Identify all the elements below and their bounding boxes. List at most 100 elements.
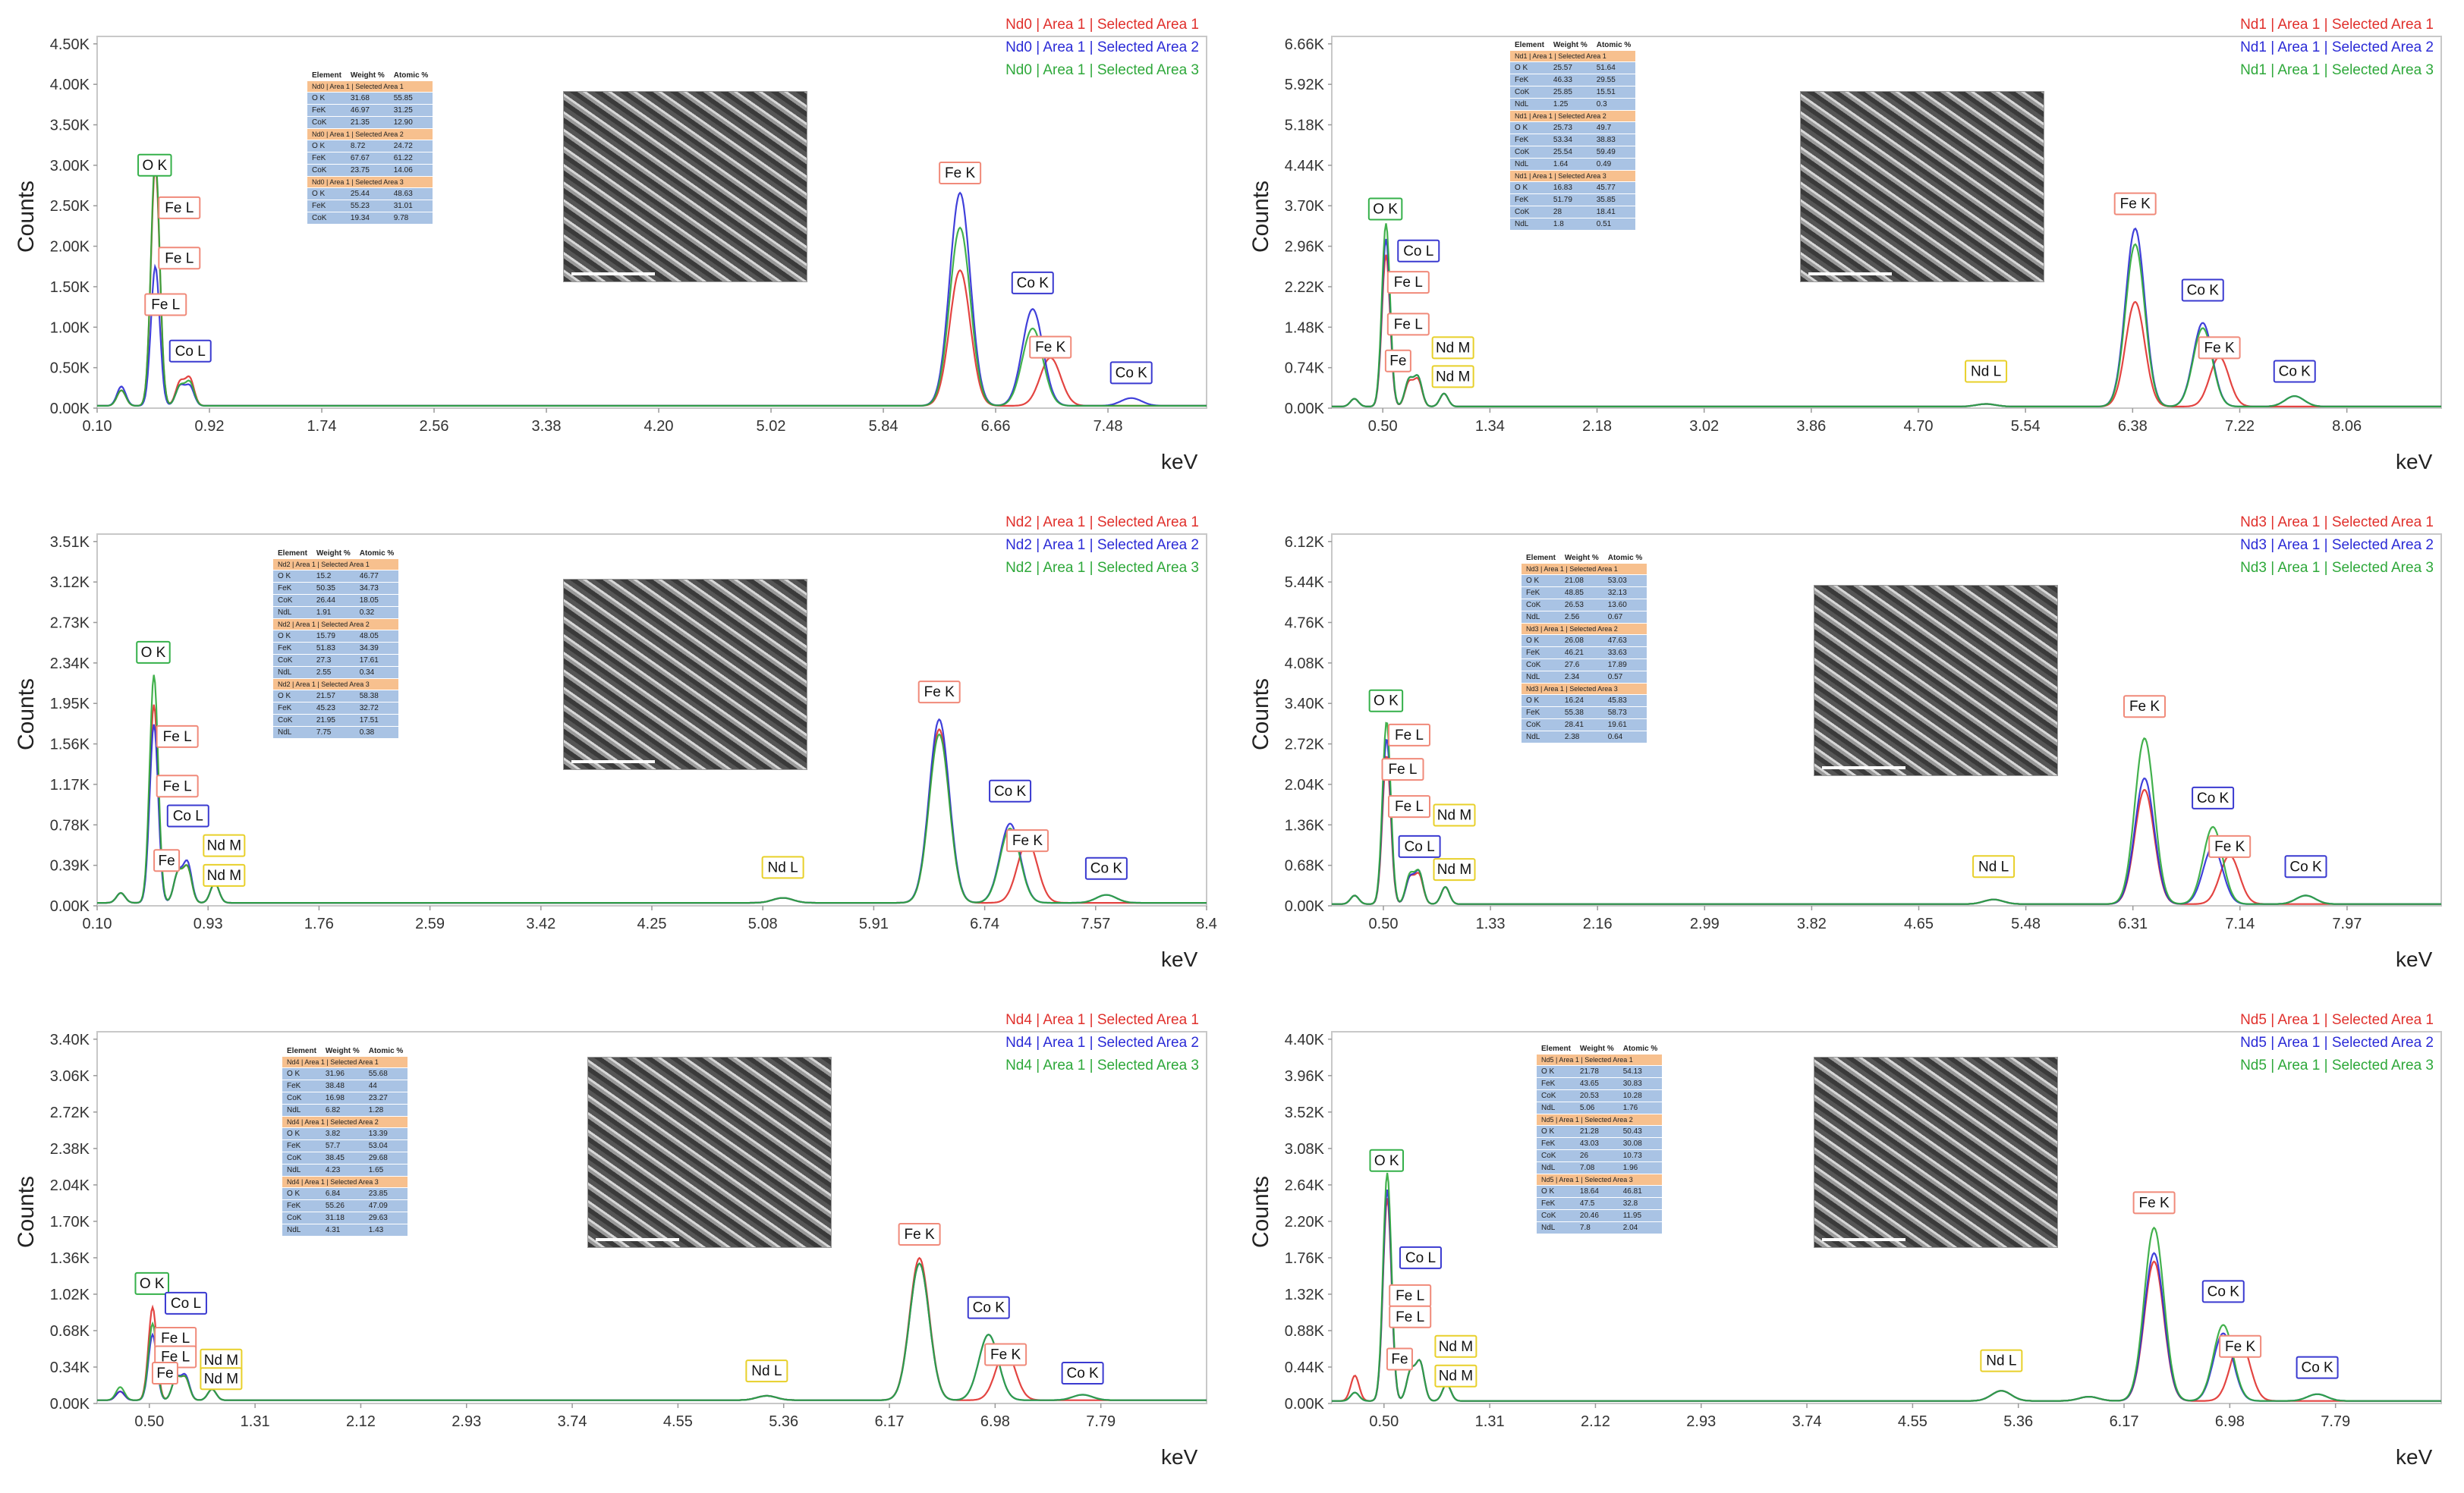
x-tick-label: 7.14 xyxy=(2225,916,2255,932)
svg-text:Fe L: Fe L xyxy=(161,1349,190,1365)
table-cell: 29.55 xyxy=(1591,74,1636,86)
table-cell: 33.63 xyxy=(1603,646,1647,659)
x-tick-label: 4.55 xyxy=(1898,1413,1927,1430)
table-cell: 26.53 xyxy=(1559,599,1603,611)
table-cell: 46.33 xyxy=(1548,74,1592,86)
y-tick-label: 0.00K xyxy=(1285,1396,1325,1413)
x-tick-label: 3.74 xyxy=(1792,1413,1822,1430)
table-cell: 19.61 xyxy=(1603,718,1647,731)
peak-label: Nd M xyxy=(1431,336,1474,360)
x-tick-label: 3.74 xyxy=(558,1413,587,1430)
x-axis-label: keV xyxy=(2396,948,2433,971)
series-line-area-3 xyxy=(97,158,1207,407)
table-cell: 21.95 xyxy=(311,714,355,727)
y-tick-label: 5.92K xyxy=(1285,77,1325,93)
y-tick-label: 4.08K xyxy=(1285,655,1325,672)
table-cell: 5.06 xyxy=(1575,1102,1619,1114)
x-tick-label: 1.74 xyxy=(307,418,337,435)
y-tick-label: 5.44K xyxy=(1285,574,1325,591)
table-cell: FeK xyxy=(273,702,312,715)
table-cell: FeK xyxy=(1522,646,1560,659)
svg-text:O K: O K xyxy=(142,158,167,174)
table-cell: NdL xyxy=(282,1224,321,1237)
table-cell: NdL xyxy=(1522,731,1560,743)
x-tick-label: 2.12 xyxy=(1581,1413,1610,1430)
table-cell: 0.32 xyxy=(354,606,399,619)
table-cell: 25.54 xyxy=(1548,146,1592,159)
legend-entry-1: Nd0 | Area 1 | Selected Area 1 xyxy=(1005,17,1199,33)
y-axis-label: Counts xyxy=(1248,1176,1273,1248)
x-tick-label: 7.97 xyxy=(2332,916,2362,932)
y-tick-label: 3.96K xyxy=(1285,1068,1325,1085)
x-tick-label: 2.93 xyxy=(1686,1413,1716,1430)
table-section-title: Nd0 | Area 1 | Selected Area 2 xyxy=(307,128,433,140)
legend-entry-1: Nd1 | Area 1 | Selected Area 1 xyxy=(2240,17,2434,33)
table-cell: CoK xyxy=(1537,1149,1575,1162)
table-cell: 46.97 xyxy=(345,104,389,117)
table-cell: CoK xyxy=(307,164,346,177)
x-tick-label: 6.17 xyxy=(2110,1413,2139,1430)
table-cell: 58.38 xyxy=(354,690,399,702)
svg-text:Co K: Co K xyxy=(2197,791,2230,806)
svg-text:Co K: Co K xyxy=(1116,365,1148,381)
peak-label: Co L xyxy=(166,804,209,828)
table-row: FeK 51.83 34.39 xyxy=(273,642,399,655)
y-tick-label: 2.34K xyxy=(50,655,90,672)
table-cell: FeK xyxy=(282,1139,321,1152)
peak-label: Co K xyxy=(1109,361,1153,385)
y-tick-label: 4.44K xyxy=(1285,158,1325,174)
x-axis-label: keV xyxy=(2396,1445,2433,1469)
legend-entry-2: Nd5 | Area 1 | Selected Area 2 xyxy=(2240,1035,2434,1051)
peak-label: Fe L xyxy=(144,293,187,316)
table-cell: 1.8 xyxy=(1548,218,1592,231)
y-tick-label: 0.34K xyxy=(50,1359,90,1376)
y-tick-label: 2.72K xyxy=(1285,737,1325,753)
svg-text:Co L: Co L xyxy=(171,1296,201,1312)
table-cell: O K xyxy=(273,630,312,643)
x-tick-label: 5.36 xyxy=(2003,1413,2033,1430)
table-cell: 2.34 xyxy=(1559,671,1603,684)
table-header: Element xyxy=(1515,41,1544,49)
table-cell: 32.8 xyxy=(1618,1197,1663,1210)
svg-text:Co K: Co K xyxy=(2289,859,2322,875)
svg-text:Co K: Co K xyxy=(994,784,1027,800)
table-cell: 18.41 xyxy=(1591,206,1636,218)
peak-label: Co K xyxy=(2181,278,2224,302)
table-header: Atomic % xyxy=(393,71,429,80)
scale-bar xyxy=(1822,1238,1905,1241)
sem-micrograph xyxy=(563,91,807,282)
table-cell: 13.39 xyxy=(363,1127,408,1140)
table-row: O K 31.68 55.85 xyxy=(307,92,433,105)
table-cell: 27.3 xyxy=(311,654,355,667)
peak-label: Co K xyxy=(2296,1356,2339,1379)
svg-text:Co K: Co K xyxy=(1066,1366,1099,1381)
table-cell: 28 xyxy=(1548,206,1592,218)
table-row: O K 26.08 47.63 xyxy=(1522,634,1647,647)
table-cell: O K xyxy=(307,140,346,152)
y-axis-label: Counts xyxy=(14,1176,39,1248)
y-tick-label: 0.68K xyxy=(1285,858,1325,875)
peak-label: Fe K xyxy=(917,680,961,704)
peak-label: Fe K xyxy=(939,161,982,184)
y-tick-label: 3.50K xyxy=(50,118,90,134)
table-cell: NdL xyxy=(1510,158,1549,171)
table-cell: NdL xyxy=(273,666,312,679)
table-cell: CoK xyxy=(1537,1089,1575,1102)
y-tick-label: 2.64K xyxy=(1285,1177,1325,1194)
table-cell: 7.8 xyxy=(1575,1221,1619,1234)
table-section-title: Nd1 | Area 1 | Selected Area 1 xyxy=(1510,51,1636,62)
table-cell: O K xyxy=(1537,1185,1575,1198)
table-row: O K 6.84 23.85 xyxy=(282,1187,408,1200)
table-cell: NdL xyxy=(273,606,312,619)
table-row: O K 16.24 45.83 xyxy=(1522,694,1647,707)
x-tick-label: 1.34 xyxy=(1475,418,1505,435)
table-section-title: Nd5 | Area 1 | Selected Area 2 xyxy=(1537,1114,1663,1126)
y-tick-label: 1.95K xyxy=(50,696,90,712)
table-row: O K 21.57 58.38 xyxy=(273,690,399,702)
table-row: FeK 53.34 38.83 xyxy=(1510,134,1636,146)
x-tick-label: 2.12 xyxy=(346,1413,376,1430)
peak-label: Fe xyxy=(1386,1347,1413,1371)
table-cell: 26 xyxy=(1575,1149,1619,1162)
eds-quant-table: Element Weight % Atomic % Nd0 | Area 1 | Se… xyxy=(307,70,433,225)
svg-text:Nd L: Nd L xyxy=(1978,859,2009,875)
